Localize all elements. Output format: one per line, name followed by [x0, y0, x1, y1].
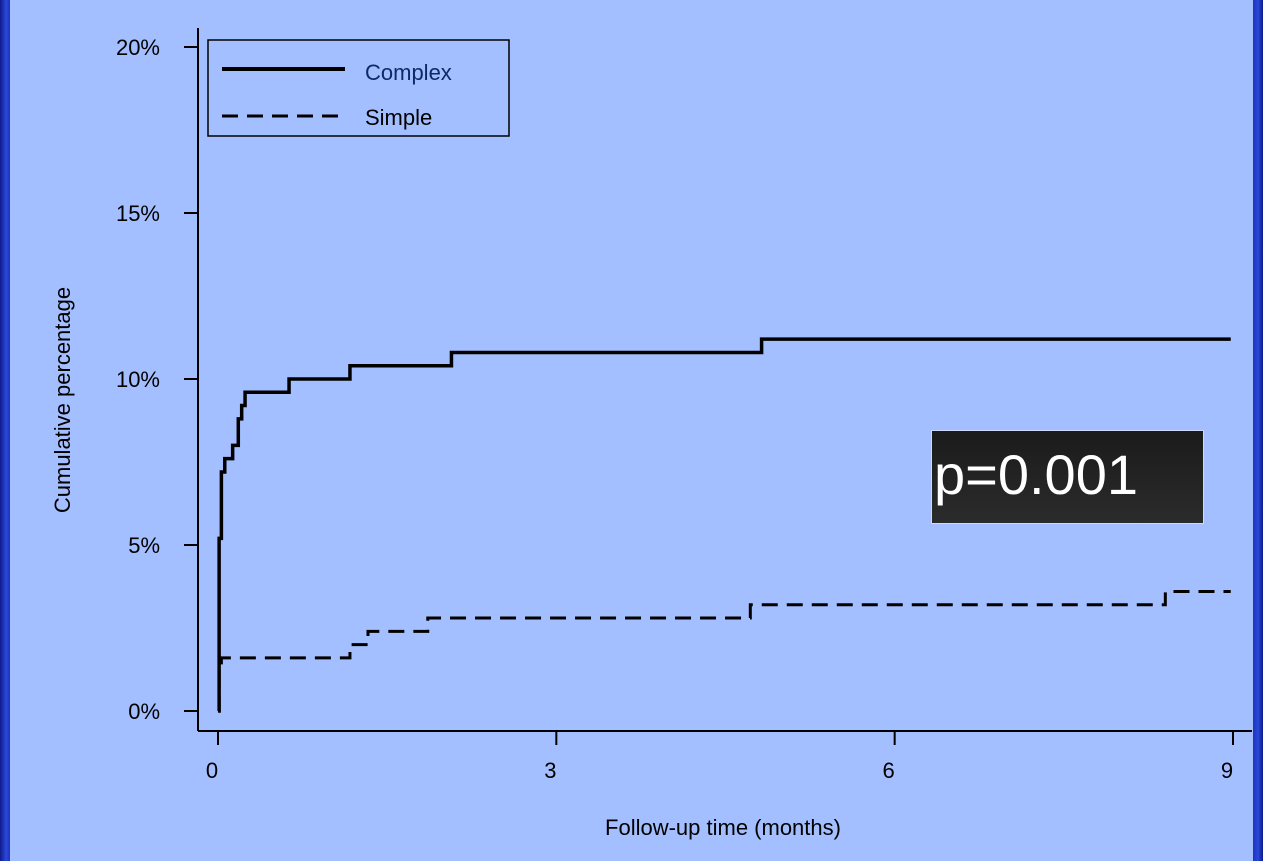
y-tick-label: 15% [116, 201, 160, 226]
x-ticks: 0 3 6 9 [206, 731, 1234, 783]
p-value-label: p=0.001 [934, 443, 1138, 506]
legend: Complex Simple [207, 39, 510, 137]
x-tick-label: 3 [544, 758, 556, 783]
legend-label-complex: Complex [365, 60, 452, 85]
x-tick-label: 6 [883, 758, 895, 783]
y-ticks: 0% 5% 10% 15% 20% [116, 35, 198, 724]
axes [197, 28, 1252, 732]
x-tick-label: 9 [1221, 758, 1233, 783]
series-layer [217, 337, 1231, 713]
y-tick-label: 5% [128, 533, 160, 558]
y-tick-label: 20% [116, 35, 160, 60]
p-value-box [931, 430, 1204, 524]
series-line-complex [217, 337, 1231, 713]
x-tick-label: 0 [206, 758, 218, 783]
y-tick-label: 10% [116, 367, 160, 392]
x-axis-title: Follow-up time (months) [605, 815, 841, 840]
y-axis-title: Cumulative percentage [50, 287, 75, 513]
y-tick-label: 0% [128, 699, 160, 724]
series-line-simple [217, 589, 1231, 713]
legend-box [207, 39, 510, 137]
legend-label-simple: Simple [365, 105, 432, 130]
